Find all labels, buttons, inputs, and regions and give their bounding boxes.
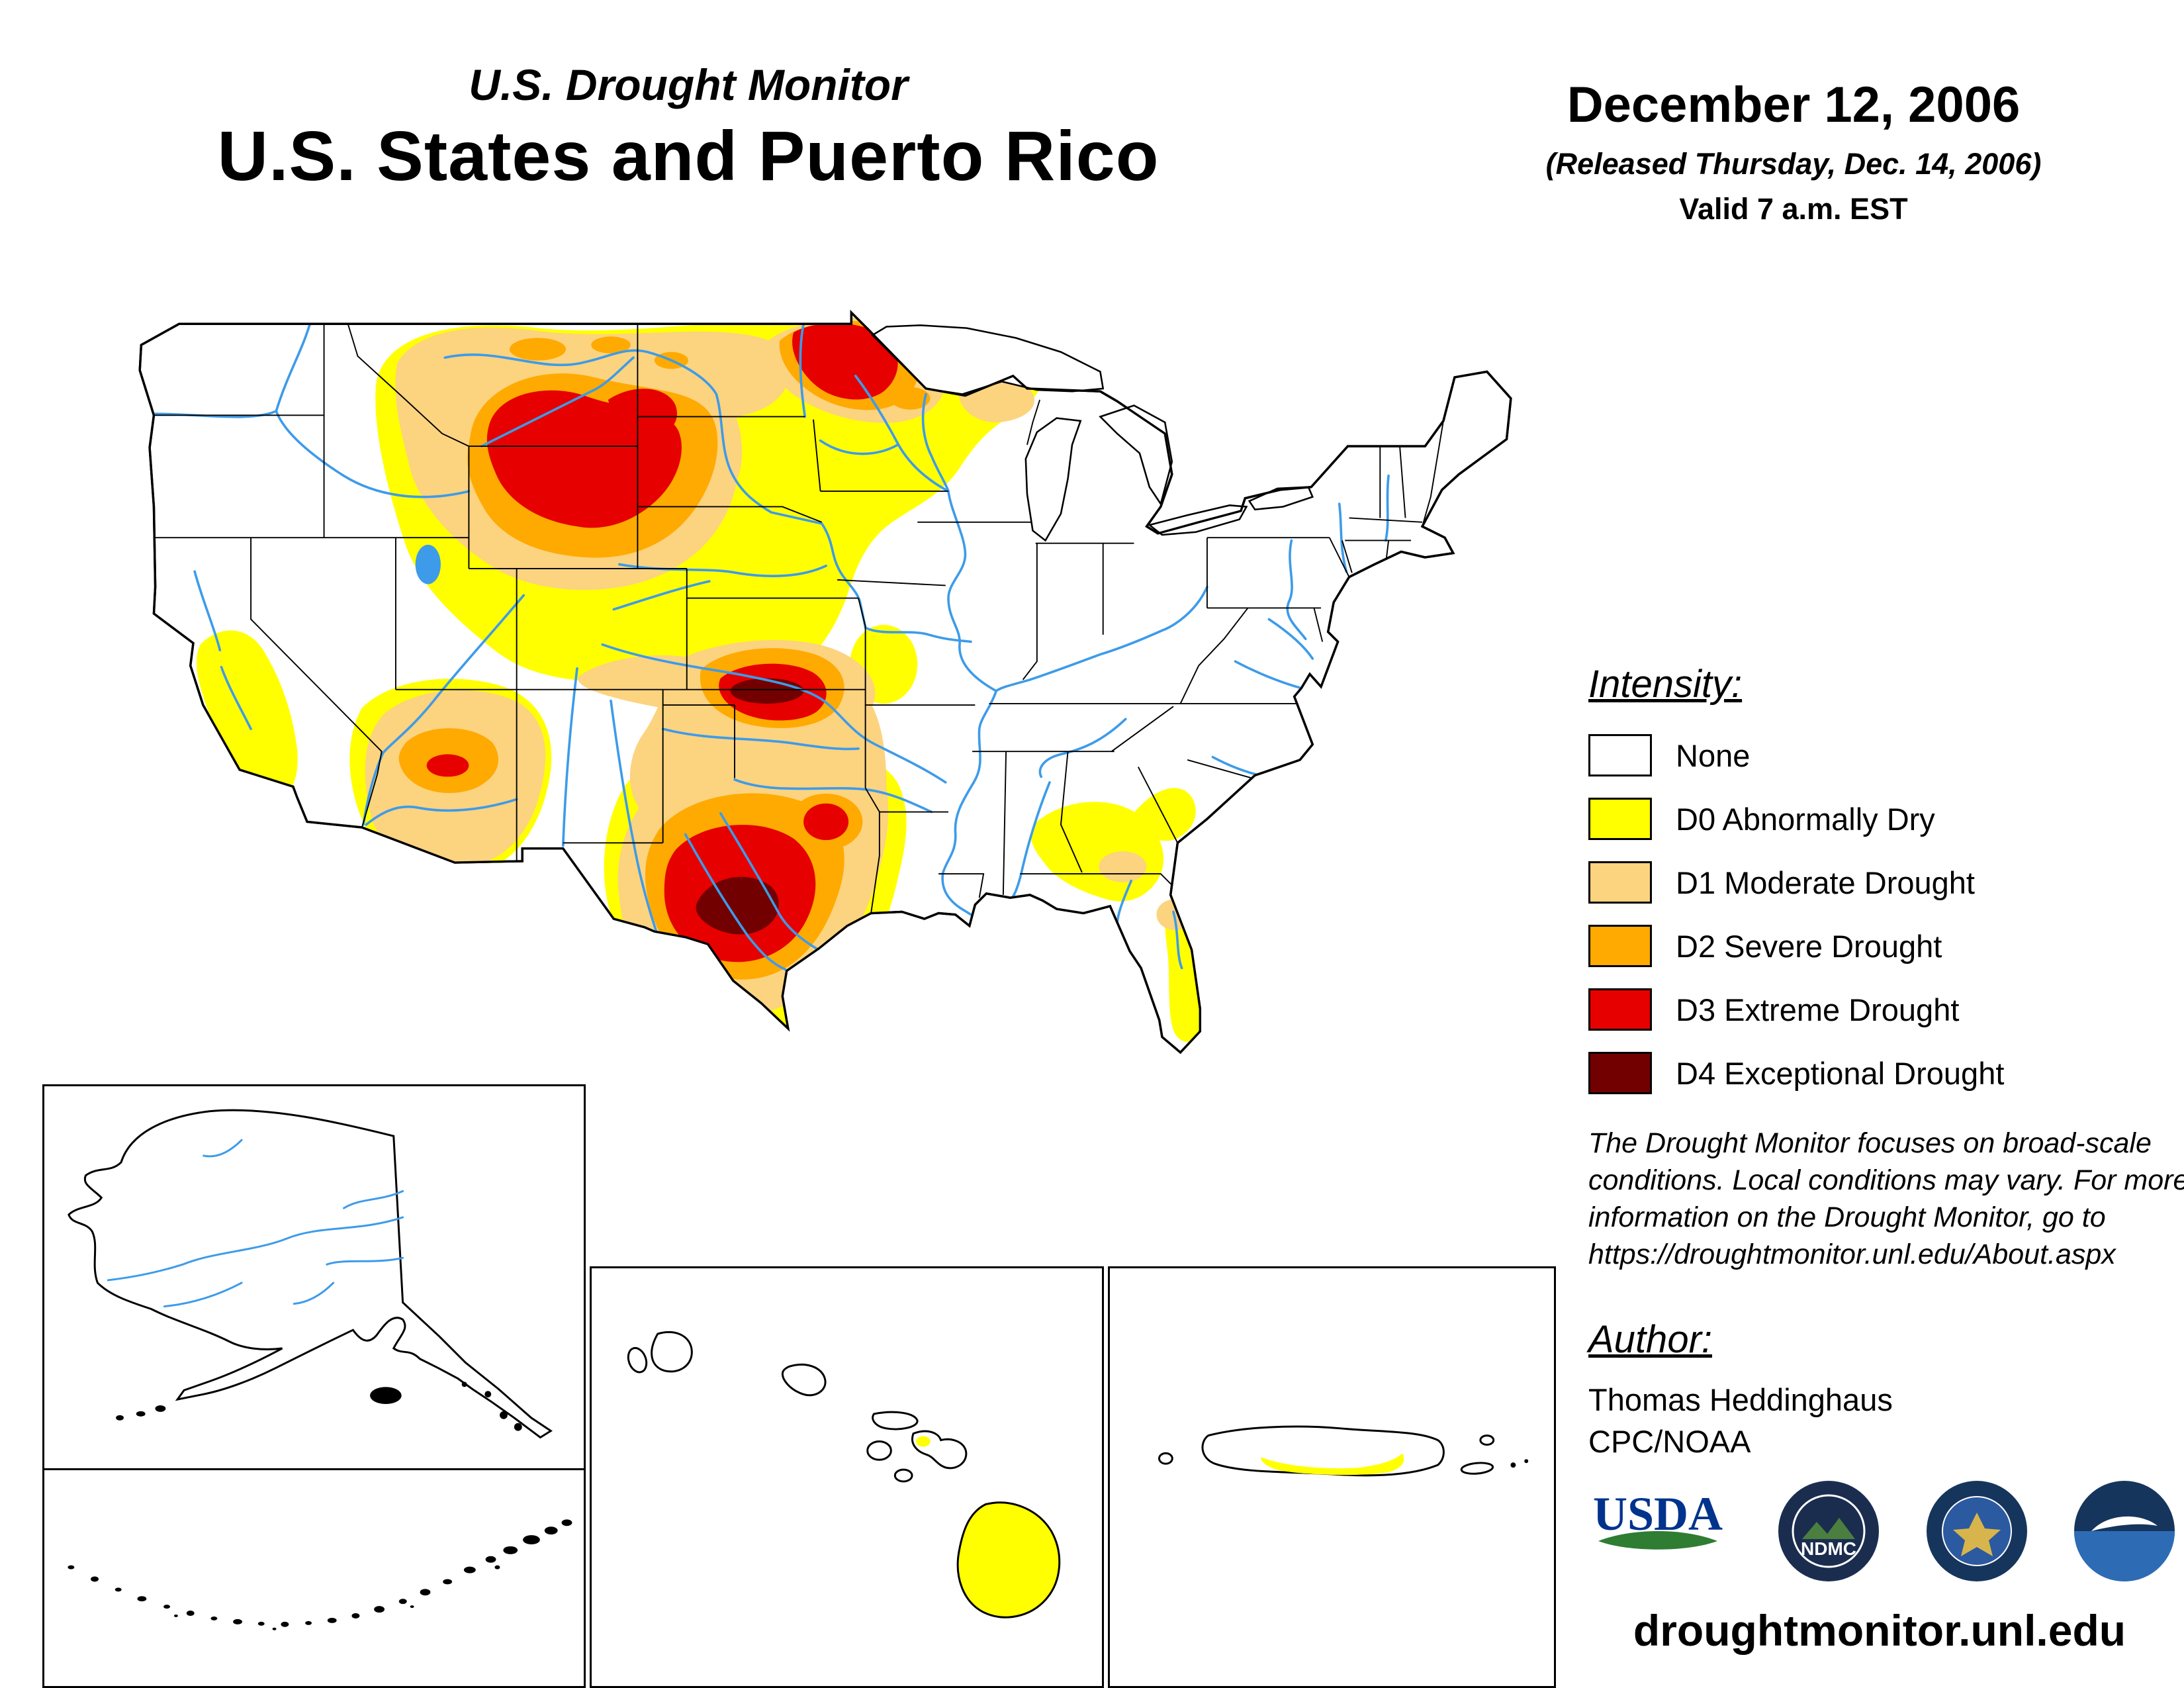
noaa-sea <box>2073 1530 2175 1581</box>
logo-row: USDA NDMC <box>1582 1473 2177 1589</box>
molokai <box>872 1411 919 1430</box>
legend-swatch-none <box>1588 734 1652 776</box>
us-outline-stroke <box>138 310 1512 1055</box>
usda-swoosh <box>1598 1530 1717 1550</box>
legend-swatch-d2 <box>1588 925 1652 967</box>
author-heading: Author: <box>1588 1318 1712 1361</box>
site-url: droughtmonitor.unl.edu <box>1633 1606 2126 1655</box>
kodiak-island <box>370 1387 402 1405</box>
oahu <box>781 1364 827 1397</box>
big-island <box>956 1501 1061 1618</box>
author-name: Thomas Heddinghaus <box>1588 1382 1893 1417</box>
report-supertitle: U.S. Drought Monitor <box>469 60 908 109</box>
puerto-rico-inset <box>1108 1266 1556 1688</box>
mona-island <box>1158 1452 1173 1465</box>
vieques <box>1460 1462 1494 1475</box>
lanai <box>866 1440 892 1461</box>
disclaimer-text: The Drought Monitor focuses on broad-sca… <box>1588 1127 2184 1270</box>
rivers <box>154 322 1390 971</box>
noaa-logo <box>2073 1480 2175 1581</box>
legend-item-none: None <box>1588 734 2158 776</box>
aleutian-chain <box>68 1519 572 1630</box>
alaska-rivers <box>107 1139 404 1308</box>
maui-d0-patch <box>916 1436 931 1447</box>
release-date: (Released Thursday, Dec. 14, 2006) <box>1545 147 2042 181</box>
alaska-outline <box>68 1109 553 1439</box>
map-date: December 12, 2006 <box>1567 77 2021 133</box>
legend-item-d4: D4 Exceptional Drought <box>1588 1052 2158 1094</box>
legend-item-d2: D2 Severe Drought <box>1588 925 2158 967</box>
commerce-logo <box>1926 1480 2027 1581</box>
author-org: CPC/NOAA <box>1588 1424 1751 1459</box>
ndmc-mountains <box>1802 1517 1856 1539</box>
legend-swatch-d0 <box>1588 798 1652 840</box>
legend-item-d3: D3 Extreme Drought <box>1588 988 2158 1031</box>
niihau <box>627 1346 648 1374</box>
legend: Intensity: None D0 Abnormally Dry D1 Mod… <box>1588 662 2158 1115</box>
culebra <box>1479 1434 1495 1446</box>
conus-drought-map <box>138 310 1512 1055</box>
aleutians-inset <box>42 1470 586 1688</box>
commerce-eagle <box>1952 1512 2001 1556</box>
legend-title: Intensity: <box>1588 663 1743 706</box>
header: U.S. Drought Monitor U.S. States and Pue… <box>26 60 1350 197</box>
ndmc-logo: NDMC <box>1778 1480 1880 1581</box>
usda-logo: USDA <box>1593 1487 1723 1550</box>
ndmc-logo-text: NDMC <box>1801 1538 1856 1559</box>
alaska-inset <box>42 1084 586 1470</box>
valid-time: Valid 7 a.m. EST <box>1679 192 1908 226</box>
author-block: Author: Thomas Heddinghaus CPC/NOAA <box>1588 1317 2118 1460</box>
kahoolawe <box>893 1468 913 1483</box>
legend-swatch-d4 <box>1588 1052 1652 1094</box>
puerto-rico-d0-area <box>1261 1453 1404 1476</box>
legend-item-d0: D0 Abnormally Dry <box>1588 798 2158 840</box>
noaa-seagull <box>2091 1516 2158 1531</box>
legend-item-d1: D1 Moderate Drought <box>1588 861 2158 904</box>
great-salt-lake <box>415 544 441 585</box>
hawaii-inset <box>590 1266 1104 1688</box>
legend-swatch-d3 <box>1588 988 1652 1031</box>
legend-swatch-d1 <box>1588 861 1652 904</box>
page-title: U.S. States and Puerto Rico <box>217 117 1160 195</box>
kauai <box>651 1331 693 1373</box>
state-borders <box>154 323 1444 914</box>
date-block: December 12, 2006 (Released Thursday, De… <box>1542 76 2045 226</box>
